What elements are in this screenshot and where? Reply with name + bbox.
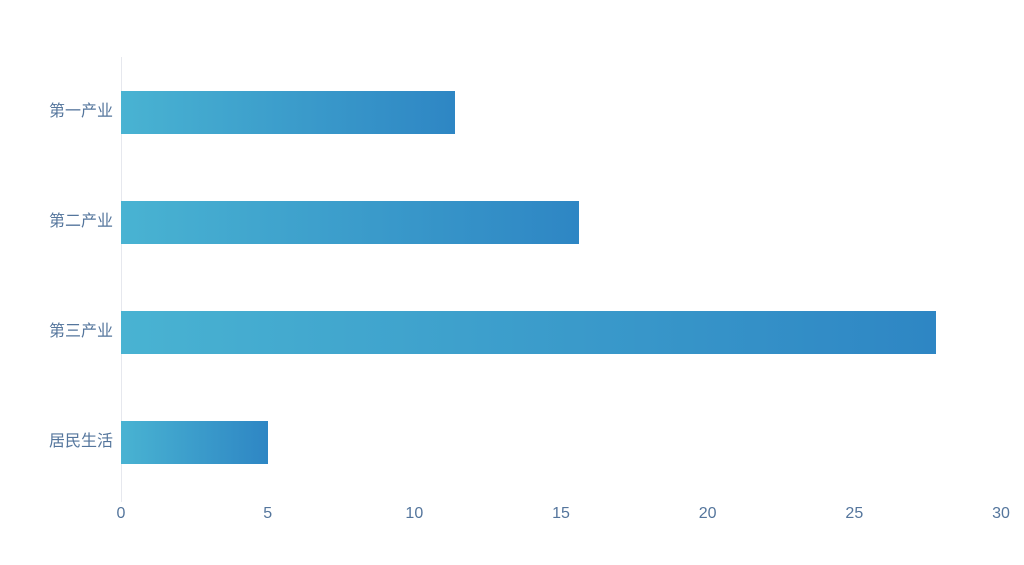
bar-1[interactable]: [121, 90, 456, 134]
x-tick-label-5: 5: [263, 505, 273, 522]
category-label-3: 第三产业: [48, 323, 113, 340]
x-tick-label-15: 15: [552, 505, 570, 522]
x-tick-label-10: 10: [405, 505, 424, 522]
category-axis-line: [121, 57, 122, 502]
x-tick-label-20: 20: [698, 505, 717, 522]
value-axis: 0 5 10 15 20 25 30: [117, 505, 1010, 527]
category-label-2: 第二产业: [48, 213, 113, 230]
x-tick-label-30: 30: [992, 505, 1010, 522]
bar-4[interactable]: [121, 420, 268, 464]
x-tick-label-0: 0: [116, 505, 126, 522]
category-label-4: 居民生活: [48, 433, 113, 450]
bar-3[interactable]: [121, 310, 937, 354]
plot-area: [121, 57, 1001, 497]
bar-2[interactable]: [121, 200, 579, 244]
category-label-1: 第一产业: [48, 103, 113, 120]
x-tick-label-25: 25: [845, 505, 864, 522]
